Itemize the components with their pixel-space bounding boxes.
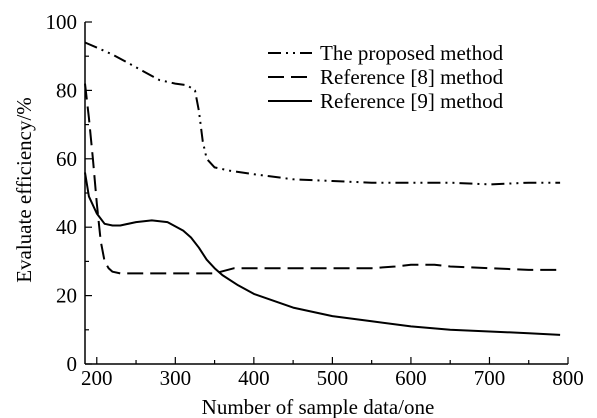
series-line-3 [84,172,561,336]
x-tick-label: 300 [160,366,192,390]
y-axis-title: Evaluate efficiency/% [12,97,36,283]
x-ticks: 200 300 400 500 600 700 800 [81,357,584,390]
x-tick-label: 800 [552,366,584,390]
x-tick-label: 700 [474,366,506,390]
y-ticks: 0 20 40 60 80 100 [46,10,92,376]
legend-label-2: Reference [8] method [320,65,504,89]
y-tick-label: 20 [56,284,77,308]
legend-label-3: Reference [9] method [320,89,504,113]
x-axis-title: Number of sample data/one [202,395,435,418]
x-tick-label: 500 [317,366,349,390]
x-tick-label: 400 [238,366,270,390]
y-tick-label: 100 [46,10,78,34]
series-line-2 [84,83,561,275]
series-group [84,41,561,336]
y-tick-label: 80 [56,78,77,102]
x-tick-label: 600 [395,366,427,390]
y-tick-label: 60 [56,147,77,171]
legend-label-1: The proposed method [320,41,504,65]
x-tick-label: 200 [81,366,113,390]
y-tick-label: 0 [67,352,78,376]
y-tick-label: 40 [56,215,77,239]
